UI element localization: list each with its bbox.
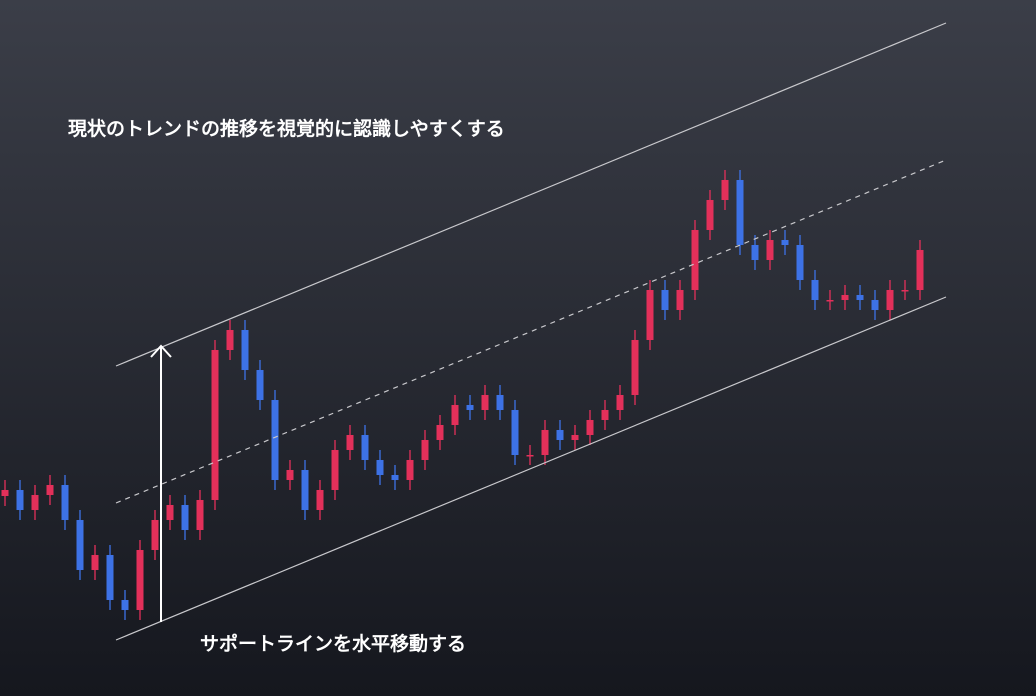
candle-body — [211, 350, 219, 500]
candle-body — [151, 520, 159, 550]
candle-body — [316, 490, 324, 510]
candle-body — [781, 240, 789, 245]
candle-body — [436, 425, 444, 440]
candle-body — [181, 505, 189, 530]
candle-body — [841, 295, 849, 300]
candle-body — [751, 245, 759, 260]
candle-body — [391, 475, 399, 480]
candle-body — [361, 435, 369, 460]
candle-body — [901, 290, 909, 292]
candle-body — [241, 330, 249, 370]
candle-body — [76, 520, 84, 570]
candle-body — [31, 495, 39, 510]
candle-body — [496, 395, 504, 410]
candle-body — [586, 420, 594, 435]
candle-body — [571, 435, 579, 440]
arrow-head — [150, 344, 172, 358]
candle-body — [331, 450, 339, 490]
candle-body — [61, 485, 69, 520]
candle-body — [16, 490, 24, 510]
candle-body — [286, 470, 294, 480]
candle-body — [631, 340, 639, 395]
support-line — [115, 296, 947, 641]
candle-body — [91, 555, 99, 570]
annotation: サポートラインを水平移動する — [200, 632, 466, 655]
candle-body — [796, 245, 804, 280]
candle-body — [916, 250, 924, 290]
candle-body — [256, 370, 264, 400]
candle-body — [421, 440, 429, 460]
candle-body — [736, 180, 744, 245]
candle-body — [136, 550, 144, 610]
candle-body — [1, 490, 9, 496]
candle-body — [706, 200, 714, 230]
candle-body — [601, 410, 609, 420]
candle-body — [166, 505, 174, 520]
candle-body — [226, 330, 234, 350]
candle-body — [121, 600, 129, 610]
candle-body — [856, 295, 864, 300]
candle-body — [556, 430, 564, 440]
candle-body — [346, 435, 354, 450]
candle-body — [271, 400, 279, 480]
candle-body — [511, 410, 519, 455]
candle-body — [616, 395, 624, 410]
candle-body — [451, 405, 459, 425]
candle-body — [676, 290, 684, 310]
candle-body — [871, 300, 879, 310]
candle-body — [46, 485, 54, 495]
candle-body — [541, 430, 549, 455]
candle-body — [691, 230, 699, 290]
candle-body — [481, 395, 489, 410]
candle-body — [646, 290, 654, 340]
candle-body — [886, 290, 894, 310]
candle-body — [826, 300, 834, 302]
resistance-line — [115, 22, 947, 367]
annotation: 現状のトレンドの推移を視覚的に認識しやすくする — [68, 117, 505, 140]
candle-body — [466, 405, 474, 410]
candle-body — [661, 290, 669, 310]
candle-body — [196, 500, 204, 530]
candle-body — [301, 470, 309, 510]
candle-body — [376, 460, 384, 475]
candle-body — [106, 555, 114, 600]
candles — [1, 170, 924, 620]
candle-body — [721, 180, 729, 200]
candle-body — [766, 240, 774, 260]
candle-body — [526, 455, 534, 457]
candle-body — [811, 280, 819, 300]
candle-body — [406, 460, 414, 480]
